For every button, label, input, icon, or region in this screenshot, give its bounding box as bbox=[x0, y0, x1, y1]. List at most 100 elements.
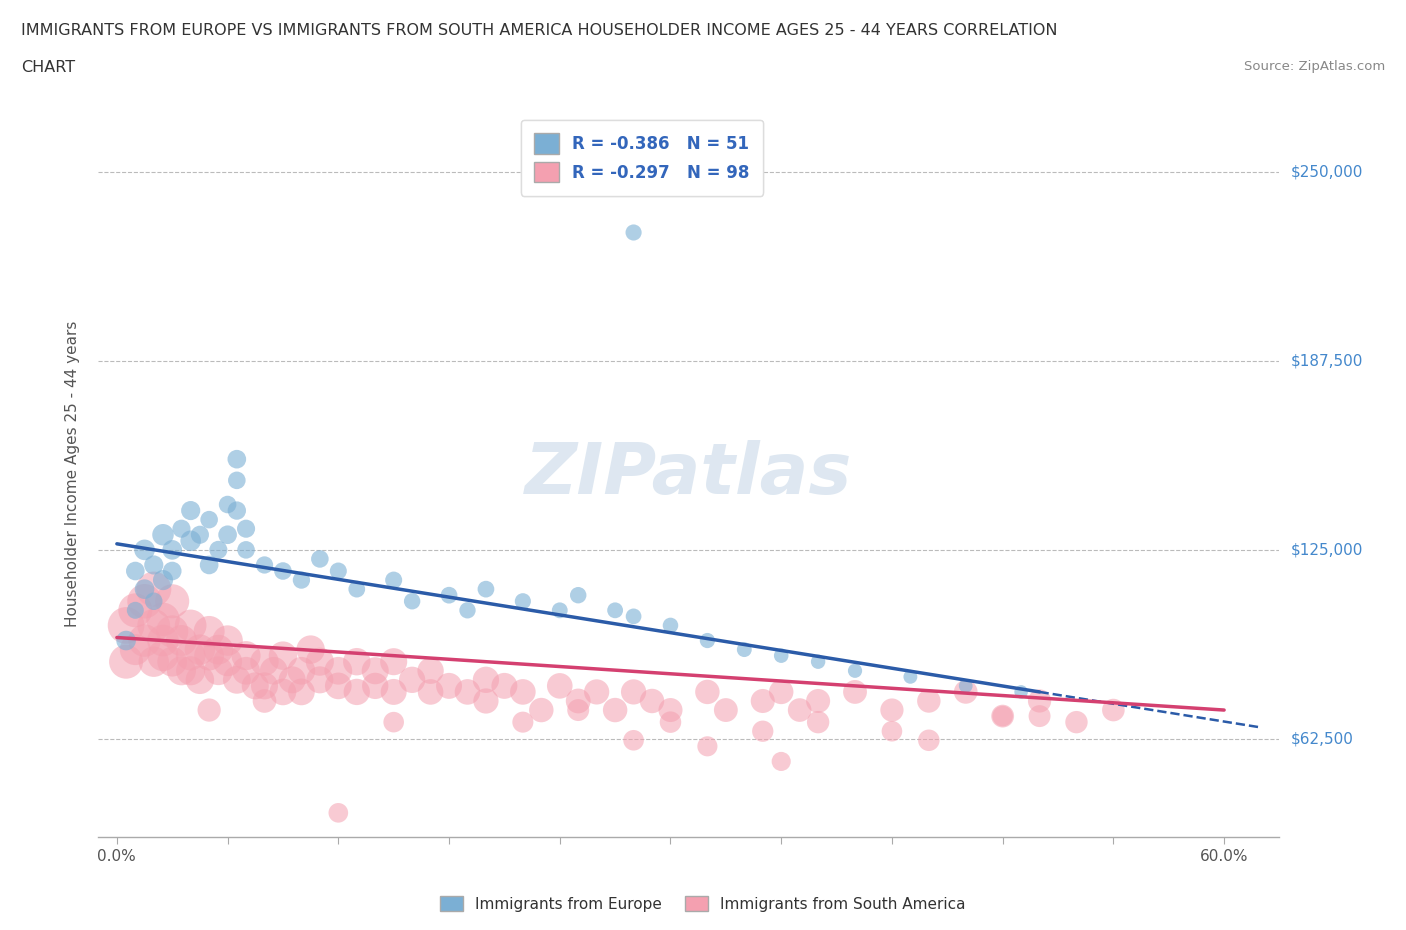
Point bbox=[180, 503, 202, 518]
Point bbox=[918, 733, 941, 748]
Point bbox=[207, 642, 229, 657]
Point bbox=[401, 594, 423, 609]
Point bbox=[162, 655, 183, 670]
Point bbox=[217, 527, 239, 542]
Point bbox=[696, 738, 718, 753]
Point bbox=[170, 633, 193, 648]
Point bbox=[328, 564, 350, 578]
Point bbox=[152, 573, 174, 588]
Point bbox=[567, 588, 589, 603]
Point bbox=[225, 503, 247, 518]
Point bbox=[991, 709, 1014, 724]
Point bbox=[382, 573, 405, 588]
Point bbox=[641, 694, 664, 709]
Point bbox=[263, 663, 285, 678]
Point bbox=[235, 521, 257, 536]
Point bbox=[714, 703, 737, 718]
Text: IMMIGRANTS FROM EUROPE VS IMMIGRANTS FROM SOUTH AMERICA HOUSEHOLDER INCOME AGES : IMMIGRANTS FROM EUROPE VS IMMIGRANTS FRO… bbox=[21, 23, 1057, 38]
Point bbox=[346, 684, 368, 699]
Point bbox=[880, 724, 903, 738]
Point bbox=[134, 633, 156, 648]
Point bbox=[162, 564, 183, 578]
Point bbox=[419, 663, 441, 678]
Point bbox=[807, 655, 830, 670]
Point bbox=[437, 588, 460, 603]
Point bbox=[142, 655, 165, 670]
Point bbox=[475, 672, 498, 687]
Point bbox=[844, 663, 866, 678]
Point bbox=[512, 594, 534, 609]
Point bbox=[162, 624, 183, 639]
Point bbox=[659, 618, 682, 633]
Point bbox=[225, 672, 247, 687]
Point bbox=[751, 694, 773, 709]
Point bbox=[1010, 684, 1032, 699]
Point bbox=[955, 684, 977, 699]
Point bbox=[770, 684, 793, 699]
Point bbox=[328, 805, 350, 820]
Point bbox=[530, 703, 553, 718]
Point bbox=[457, 603, 479, 618]
Point bbox=[253, 558, 276, 573]
Point bbox=[585, 684, 607, 699]
Point bbox=[162, 542, 183, 557]
Point bbox=[382, 655, 405, 670]
Point bbox=[290, 663, 312, 678]
Text: $125,000: $125,000 bbox=[1291, 542, 1362, 557]
Point bbox=[217, 655, 239, 670]
Point bbox=[512, 684, 534, 699]
Point bbox=[1066, 714, 1088, 729]
Point bbox=[844, 684, 866, 699]
Point bbox=[124, 642, 146, 657]
Point bbox=[115, 655, 138, 670]
Point bbox=[235, 648, 257, 663]
Point bbox=[217, 633, 239, 648]
Point bbox=[271, 684, 294, 699]
Point bbox=[382, 714, 405, 729]
Point bbox=[271, 564, 294, 578]
Text: $62,500: $62,500 bbox=[1291, 731, 1354, 746]
Point bbox=[605, 703, 627, 718]
Point bbox=[659, 703, 682, 718]
Point bbox=[124, 603, 146, 618]
Point bbox=[328, 663, 350, 678]
Point bbox=[659, 714, 682, 729]
Point bbox=[217, 497, 239, 512]
Point bbox=[494, 679, 516, 694]
Point bbox=[290, 573, 312, 588]
Point bbox=[733, 642, 755, 657]
Point bbox=[245, 679, 267, 694]
Point bbox=[364, 663, 387, 678]
Point bbox=[134, 542, 156, 557]
Point bbox=[1028, 709, 1050, 724]
Point bbox=[253, 694, 276, 709]
Point bbox=[142, 618, 165, 633]
Point bbox=[770, 754, 793, 769]
Text: $187,500: $187,500 bbox=[1291, 353, 1362, 368]
Point bbox=[299, 642, 322, 657]
Point bbox=[437, 679, 460, 694]
Point bbox=[235, 542, 257, 557]
Point bbox=[419, 684, 441, 699]
Text: ZIPatlas: ZIPatlas bbox=[526, 440, 852, 509]
Point bbox=[623, 609, 645, 624]
Point bbox=[696, 633, 718, 648]
Point bbox=[152, 648, 174, 663]
Point bbox=[207, 663, 229, 678]
Point bbox=[162, 594, 183, 609]
Point bbox=[770, 648, 793, 663]
Point bbox=[235, 663, 257, 678]
Point bbox=[548, 679, 571, 694]
Point bbox=[207, 542, 229, 557]
Legend: R = -0.386   N = 51, R = -0.297   N = 98: R = -0.386 N = 51, R = -0.297 N = 98 bbox=[520, 120, 763, 195]
Text: Source: ZipAtlas.com: Source: ZipAtlas.com bbox=[1244, 60, 1385, 73]
Point bbox=[142, 594, 165, 609]
Point bbox=[152, 633, 174, 648]
Point bbox=[346, 582, 368, 597]
Point bbox=[1102, 703, 1125, 718]
Point bbox=[346, 655, 368, 670]
Point bbox=[309, 655, 332, 670]
Point bbox=[309, 551, 332, 566]
Point bbox=[124, 564, 146, 578]
Point bbox=[807, 694, 830, 709]
